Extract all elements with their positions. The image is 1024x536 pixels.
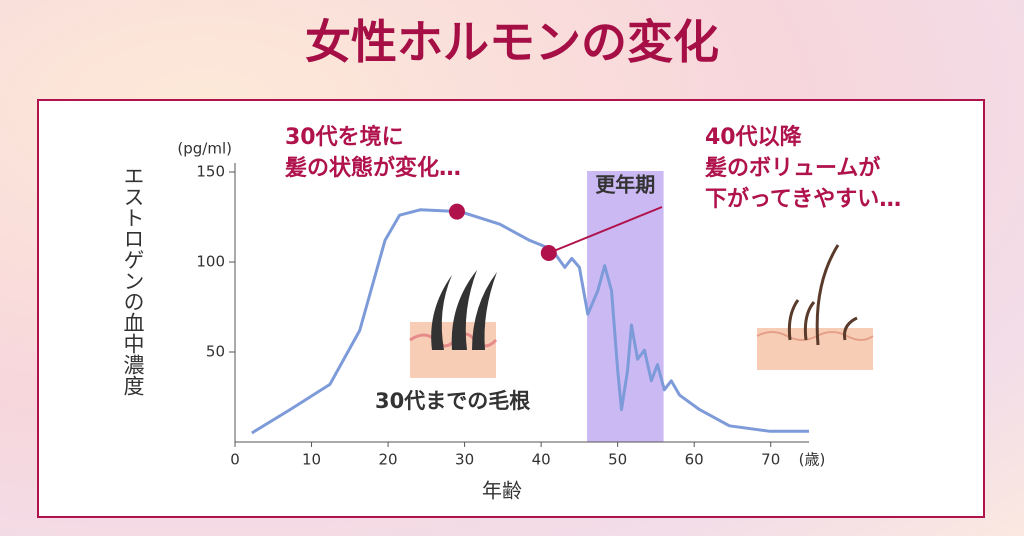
x-tick-label: 60: [685, 451, 704, 469]
annotation: 40代以降: [705, 125, 803, 150]
annotation: 30代までの毛根: [375, 389, 530, 413]
x-tick-label: 70: [761, 451, 780, 469]
annotation: 髪のボリュームが: [704, 155, 880, 181]
band-label: 更年期: [595, 173, 655, 197]
x-axis-label: 年齢: [482, 479, 522, 503]
x-tick-label: 0: [230, 451, 240, 469]
x-unit: (歳): [799, 451, 826, 469]
plot: 更年期 50 100 150 0 10 20 30 40 50 60 70 (歳) (pg/ml) 年齢 エス…: [121, 124, 901, 503]
x-tick-label: 20: [379, 451, 398, 469]
hair-illustration-young: [409, 270, 498, 378]
hair-illustration-older: [756, 244, 874, 370]
highlight-point: [448, 203, 465, 220]
annotation-pointer: [548, 206, 663, 254]
highlight-point: [540, 245, 557, 261]
annotation: 髪の状態が変化…: [284, 155, 461, 181]
annotation: 30代を境に: [285, 124, 404, 150]
y-unit: (pg/ml): [177, 140, 232, 158]
y-axis-label: エストロゲンの血中濃度: [121, 165, 145, 396]
y-tick-label: 150: [196, 163, 225, 181]
estrogen-line: [251, 208, 809, 435]
y-tick-label: 50: [206, 343, 225, 361]
x-tick-label: 10: [302, 451, 321, 469]
x-tick-label: 40: [532, 451, 551, 469]
chart-title: 女性ホルモンの変化: [305, 15, 719, 69]
x-tick-label: 30: [455, 451, 474, 469]
y-tick-label: 100: [196, 253, 225, 271]
x-tick-label: 50: [608, 451, 627, 469]
annotation: 下がってきやすい…: [705, 186, 901, 212]
chart-frame: [37, 99, 985, 518]
menopause-band: [587, 171, 664, 442]
